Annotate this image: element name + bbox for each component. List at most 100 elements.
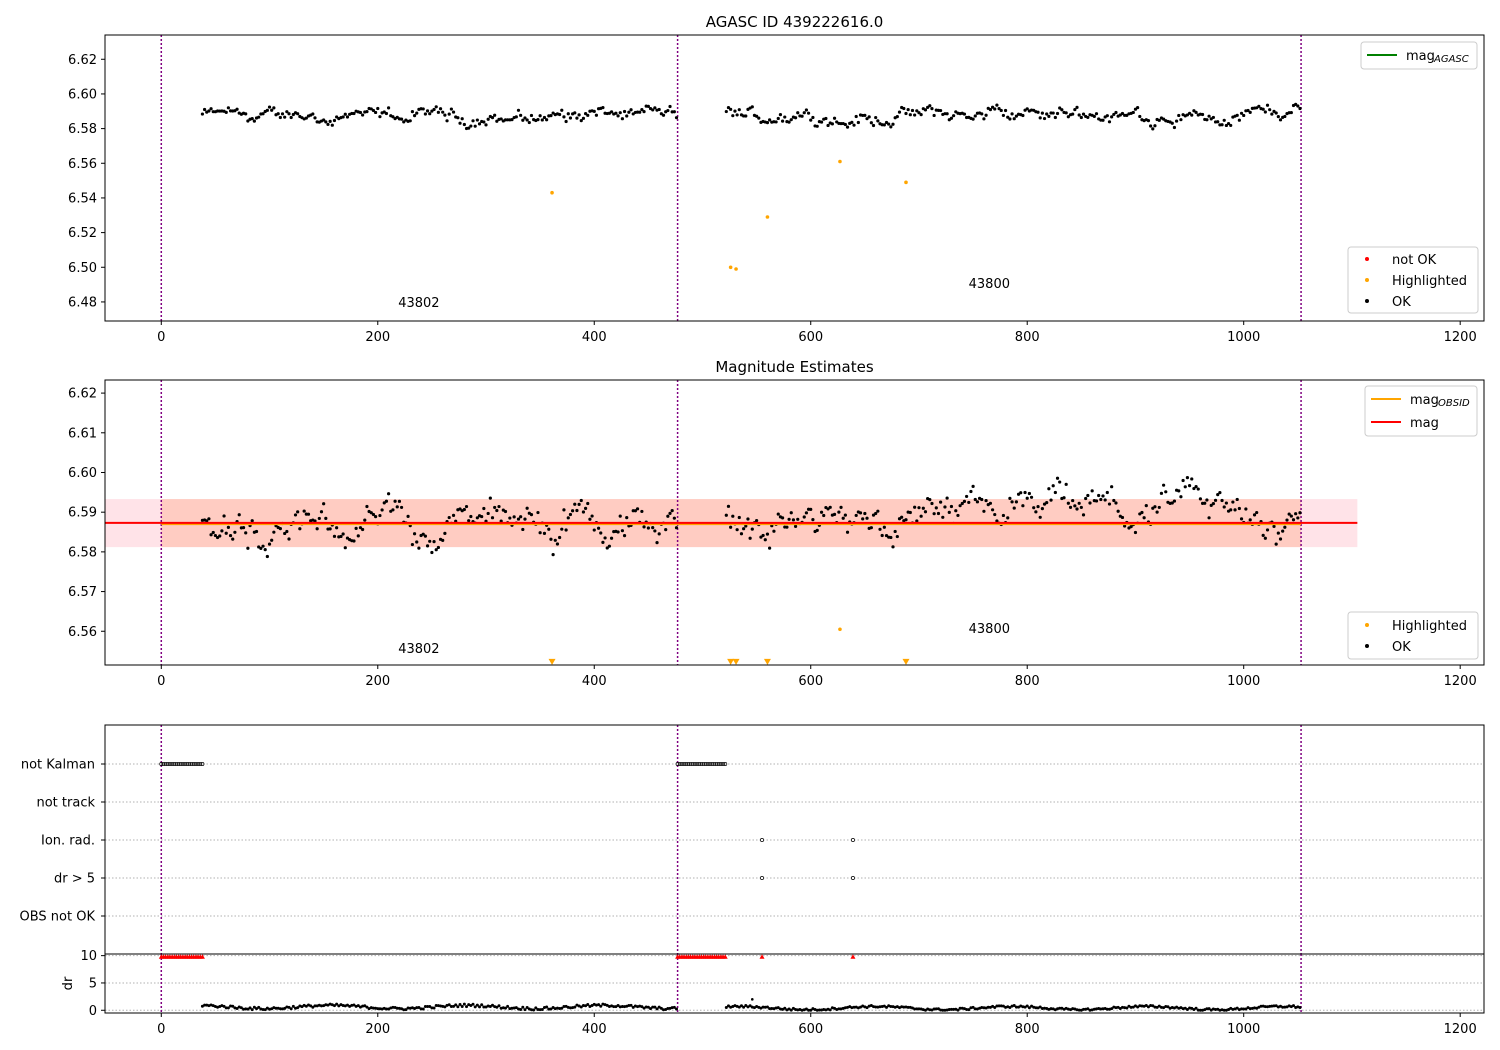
legend-marker bbox=[1365, 278, 1369, 282]
ok-point bbox=[1066, 501, 1070, 505]
ok-point bbox=[646, 104, 650, 108]
legend-label: mag bbox=[1410, 416, 1439, 431]
dr-point bbox=[283, 1006, 287, 1010]
ok-point bbox=[1278, 118, 1283, 122]
ok-point bbox=[560, 527, 564, 531]
ok-point bbox=[651, 108, 655, 112]
ok-point bbox=[1192, 486, 1196, 491]
ok-point bbox=[1025, 107, 1029, 111]
ok-point bbox=[635, 507, 640, 511]
ok-point bbox=[1216, 493, 1220, 497]
dr-point bbox=[1274, 1004, 1278, 1008]
ok-point bbox=[555, 542, 560, 546]
legend-frame bbox=[1360, 41, 1478, 70]
ok-point bbox=[1246, 108, 1250, 113]
ok-point bbox=[891, 545, 895, 549]
ok-point bbox=[415, 111, 419, 115]
legend-upper: mag AGASC bbox=[1360, 41, 1478, 70]
flag-point bbox=[718, 762, 723, 766]
ok-point bbox=[1172, 125, 1177, 130]
dr-point bbox=[376, 1007, 380, 1011]
ok-point bbox=[529, 113, 534, 118]
ok-point bbox=[995, 519, 999, 523]
ok-point bbox=[1038, 515, 1042, 519]
flag-point bbox=[180, 762, 185, 766]
dr-point bbox=[1240, 1007, 1244, 1011]
dr-point bbox=[417, 1005, 421, 1009]
ok-point bbox=[737, 108, 741, 112]
ok-point bbox=[897, 110, 902, 114]
ok-point bbox=[1023, 490, 1027, 495]
ok-point bbox=[928, 104, 932, 108]
ok-point bbox=[1075, 105, 1079, 109]
highlighted-points bbox=[550, 159, 908, 271]
legend-frame bbox=[1347, 611, 1479, 660]
ok-point bbox=[1094, 499, 1099, 503]
highlighted-triangle bbox=[727, 658, 735, 665]
flag-point bbox=[191, 762, 196, 766]
ok-point bbox=[1244, 507, 1248, 511]
ok-point bbox=[941, 515, 945, 519]
ok-point bbox=[843, 513, 847, 517]
ok-point bbox=[780, 119, 785, 123]
dr-point bbox=[529, 1008, 533, 1012]
ok-point bbox=[519, 515, 523, 519]
ok-point bbox=[913, 113, 917, 117]
dr-point bbox=[289, 1007, 293, 1011]
ok-point bbox=[735, 113, 739, 117]
ok-point bbox=[490, 116, 495, 120]
ok-point bbox=[326, 122, 330, 127]
ok-point bbox=[267, 105, 272, 109]
ok-point bbox=[586, 501, 590, 506]
ok-point bbox=[438, 107, 443, 111]
ok-point bbox=[441, 538, 445, 542]
ok-point bbox=[755, 114, 759, 118]
ok-point bbox=[583, 506, 588, 510]
ok-point bbox=[729, 525, 733, 529]
ok-point bbox=[1229, 123, 1233, 128]
ok-point bbox=[880, 533, 884, 538]
dr-point bbox=[1008, 1005, 1012, 1009]
ok-point bbox=[393, 499, 397, 503]
legend-label: Highlighted bbox=[1392, 274, 1467, 289]
ok-point bbox=[809, 118, 813, 122]
flag-point bbox=[716, 762, 721, 766]
ok-point bbox=[629, 108, 633, 112]
dr-point bbox=[406, 1006, 410, 1010]
ok-point bbox=[514, 115, 518, 119]
ok-point bbox=[549, 537, 553, 541]
ok-point bbox=[328, 119, 332, 124]
dr-point bbox=[739, 1004, 743, 1008]
obsid-lines bbox=[160, 954, 1302, 1013]
dr-point bbox=[655, 1007, 659, 1011]
ok-point bbox=[261, 112, 265, 116]
ok-point bbox=[1138, 114, 1142, 119]
ok-point bbox=[488, 496, 492, 500]
ok-point bbox=[226, 525, 230, 529]
dr-point bbox=[503, 1006, 507, 1010]
dr-point bbox=[982, 1006, 986, 1010]
ok-point bbox=[1226, 121, 1231, 126]
flag-point bbox=[174, 762, 179, 766]
ok-point bbox=[1120, 515, 1125, 520]
ok-point bbox=[508, 516, 512, 520]
flag-point bbox=[193, 762, 198, 766]
ok-point bbox=[826, 123, 830, 128]
dr-point bbox=[235, 1006, 239, 1010]
ok-point bbox=[1051, 484, 1055, 488]
ok-point bbox=[1073, 107, 1077, 112]
ok-point bbox=[622, 109, 627, 114]
ok-point bbox=[956, 513, 960, 518]
ok-point bbox=[547, 527, 551, 531]
ok-point bbox=[267, 542, 272, 546]
ok-point bbox=[577, 113, 581, 117]
ok-point bbox=[1010, 112, 1014, 116]
flag-point bbox=[198, 762, 203, 766]
dr-point bbox=[426, 1004, 430, 1008]
y-axis-label: dr bbox=[61, 976, 76, 990]
ok-point bbox=[1032, 506, 1036, 510]
dr-point bbox=[423, 1004, 427, 1008]
ok-point bbox=[1272, 109, 1276, 113]
dr-point bbox=[547, 1007, 551, 1011]
